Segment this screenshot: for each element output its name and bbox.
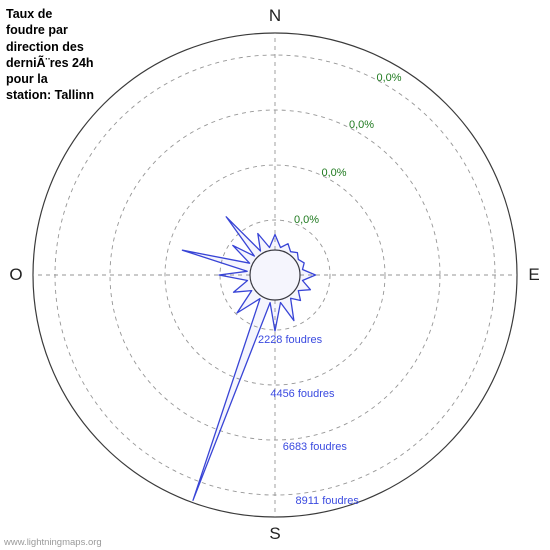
- count-label-2: 6683 foudres: [283, 441, 347, 453]
- pct-label-2: 0,0%: [349, 119, 374, 131]
- pct-label-3: 0,0%: [376, 72, 401, 84]
- count-label-0: 2228 foudres: [258, 334, 322, 346]
- pct-label-1: 0,0%: [321, 167, 346, 179]
- cardinal-N: N: [269, 6, 281, 26]
- polar-chart: Taux de foudre par direction des derniÃ¨…: [0, 0, 550, 550]
- cardinal-O: O: [9, 265, 22, 285]
- credit-text: www.lightningmaps.org: [4, 537, 102, 548]
- pct-label-0: 0,0%: [294, 214, 319, 226]
- cardinal-S: S: [269, 524, 280, 544]
- count-label-3: 8911 foudres: [295, 495, 358, 507]
- count-label-1: 4456 foudres: [270, 388, 334, 400]
- cardinal-E: E: [528, 265, 539, 285]
- chart-svg: [0, 0, 550, 550]
